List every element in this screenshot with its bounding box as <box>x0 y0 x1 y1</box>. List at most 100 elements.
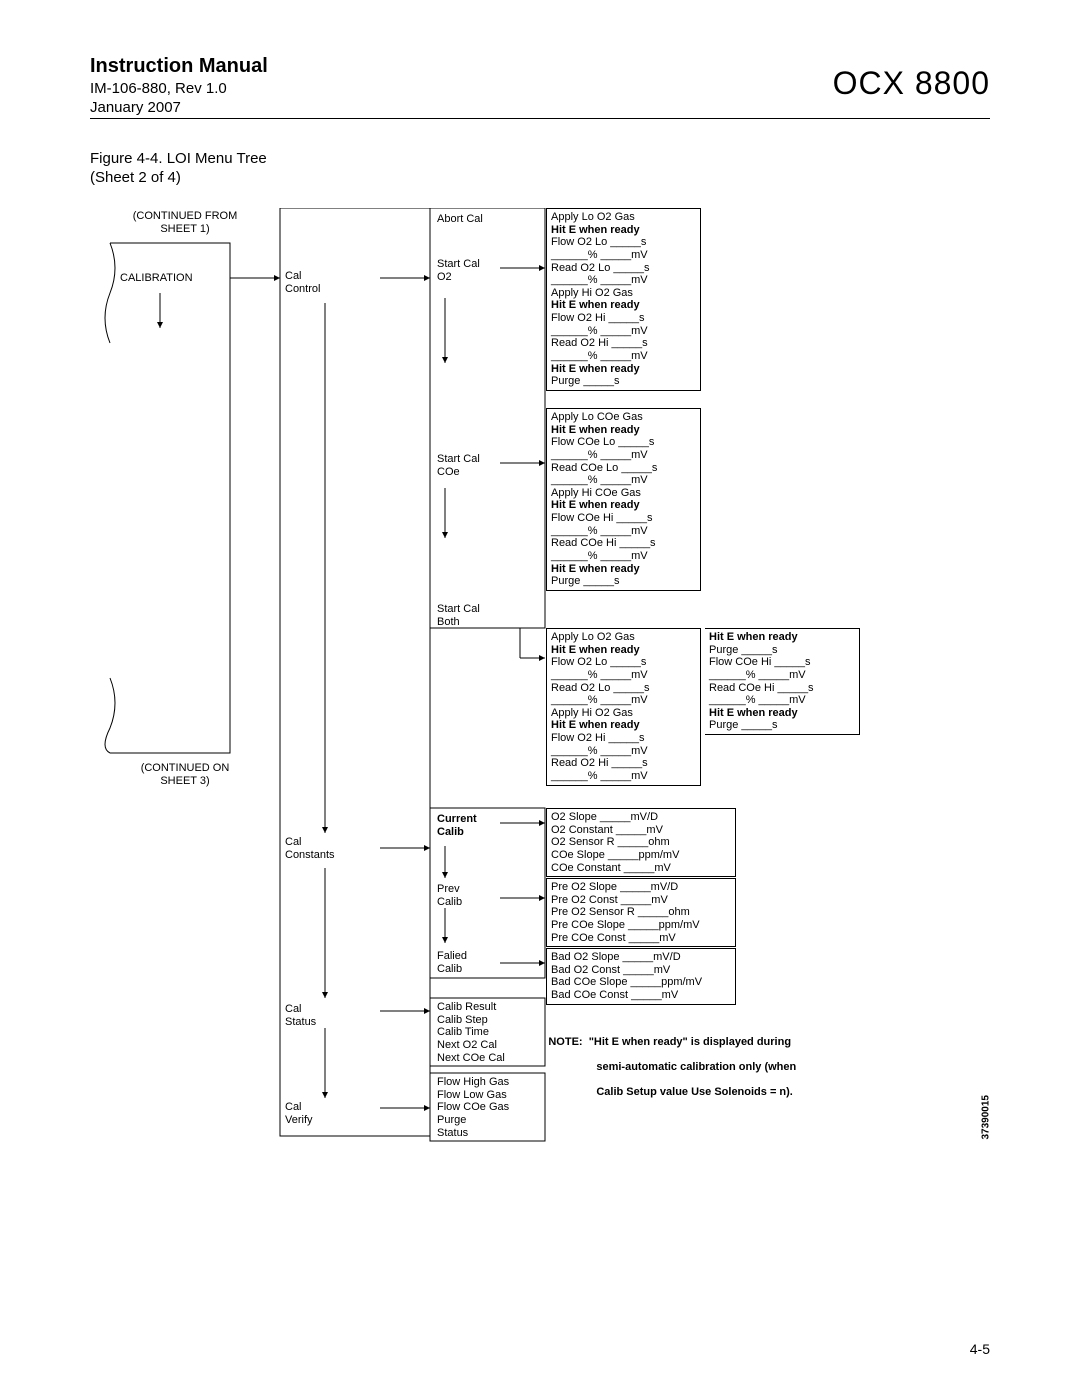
page-number: 4-5 <box>970 1341 990 1357</box>
box-both-l02: Hit E when ready <box>551 644 696 657</box>
box-both-l01: Apply Lo O2 Gas <box>551 631 696 644</box>
box-both-r06: ______% _____mV <box>709 694 855 707</box>
box-cur-l4: COe Slope _____ppm/mV <box>551 849 731 862</box>
side-code: 37390015 <box>980 1095 991 1140</box>
box-both-l08: Hit E when ready <box>551 719 696 732</box>
col3-failed-calib: Falied Calib <box>437 950 467 975</box>
col3-prev-calib: Prev Calib <box>437 883 462 908</box>
note-l2: semi-automatic calibration only (when <box>596 1061 796 1073</box>
box-both-r04: ______% _____mV <box>709 669 855 682</box>
box-coe-l12: ______% _____mV <box>551 550 696 563</box>
box-coe-l01: Apply Lo COe Gas <box>551 411 696 424</box>
box-both-l04: ______% _____mV <box>551 669 696 682</box>
box-o2-l12: ______% _____mV <box>551 350 696 363</box>
box-o2-l14: Purge _____s <box>551 375 696 388</box>
box-both-r05: Read COe Hi _____s <box>709 682 855 695</box>
header-product: OCX 8800 <box>833 65 990 102</box>
box-coe-l06: ______% _____mV <box>551 474 696 487</box>
figure-caption-l2: (Sheet 2 of 4) <box>90 169 181 186</box>
header-divider <box>90 118 990 119</box>
col3-start-cal-both: Start Cal Both <box>437 603 480 628</box>
box-both-l06: ______% _____mV <box>551 694 696 707</box>
box-both-right: Hit E when ready Purge _____s Flow COe H… <box>705 628 860 735</box>
box-both-r03: Flow COe Hi _____s <box>709 656 855 669</box>
box-prev-l4: Pre COe Slope _____ppm/mV <box>551 919 731 932</box>
note-prefix: NOTE: <box>548 1036 588 1048</box>
box-cur-l3: O2 Sensor R _____ohm <box>551 836 731 849</box>
box-both-r07: Hit E when ready <box>709 707 855 720</box>
box-prev-calib: Pre O2 Slope _____mV/D Pre O2 Const ____… <box>546 878 736 947</box>
box-o2-l11: Read O2 Hi _____s <box>551 337 696 350</box>
box-coe: Apply Lo COe Gas Hit E when ready Flow C… <box>546 408 701 591</box>
box-current-calib: O2 Slope _____mV/D O2 Constant _____mV O… <box>546 808 736 877</box>
box-coe-l13: Hit E when ready <box>551 563 696 576</box>
box-o2-l10: ______% _____mV <box>551 325 696 338</box>
box-coe-l05: Read COe Lo _____s <box>551 462 696 475</box>
box-both-r01: Hit E when ready <box>709 631 855 644</box>
box-both-r08: Purge _____s <box>709 719 855 732</box>
box-both-l10: ______% _____mV <box>551 745 696 758</box>
box-coe-l02: Hit E when ready <box>551 424 696 437</box>
box-o2-l03: Flow O2 Lo _____s <box>551 236 696 249</box>
box-coe-l09: Flow COe Hi _____s <box>551 512 696 525</box>
col2-cal-constants: Cal Constants <box>285 836 335 861</box>
box-coe-l08: Hit E when ready <box>551 499 696 512</box>
box-o2-l06: ______% _____mV <box>551 274 696 287</box>
continued-on: (CONTINUED ON SHEET 3) <box>125 762 245 787</box>
box-both-left: Apply Lo O2 Gas Hit E when ready Flow O2… <box>546 628 701 786</box>
box-cur-l5: COe Constant _____mV <box>551 862 731 875</box>
box-fail-l2: Bad O2 Const _____mV <box>551 964 731 977</box>
box-both-l03: Flow O2 Lo _____s <box>551 656 696 669</box>
box-both-r02: Purge _____s <box>709 644 855 657</box>
figure-caption: Figure 4-4. LOI Menu Tree (Sheet 2 of 4) <box>90 150 267 188</box>
note-l1: "Hit E when ready" is displayed during <box>589 1036 791 1048</box>
box-cur-l2: O2 Constant _____mV <box>551 824 731 837</box>
box-both-l11: Read O2 Hi _____s <box>551 757 696 770</box>
box-coe-l10: ______% _____mV <box>551 525 696 538</box>
box-both-l09: Flow O2 Hi _____s <box>551 732 696 745</box>
note-l3: Calib Setup value Use Solenoids = n). <box>596 1086 793 1098</box>
box-o2-l13: Hit E when ready <box>551 363 696 376</box>
box-o2-l05: Read O2 Lo _____s <box>551 262 696 275</box>
box-fail-l3: Bad COe Slope _____ppm/mV <box>551 976 731 989</box>
box-coe-l03: Flow COe Lo _____s <box>551 436 696 449</box>
box-both-l05: Read O2 Lo _____s <box>551 682 696 695</box>
box-coe-l11: Read COe Hi _____s <box>551 537 696 550</box>
box-prev-l3: Pre O2 Sensor R _____ohm <box>551 906 731 919</box>
box-o2-l07: Apply Hi O2 Gas <box>551 287 696 300</box>
col2-cal-control: Cal Control <box>285 270 320 295</box>
col3-cal-status-items: Calib Result Calib Step Calib Time Next … <box>437 1001 505 1064</box>
menu-tree-diagram: (CONTINUED FROM SHEET 1) (CONTINUED ON S… <box>90 208 990 1218</box>
box-fail-l4: Bad COe Const _____mV <box>551 989 731 1002</box>
box-both-l12: ______% _____mV <box>551 770 696 783</box>
col2-cal-verify: Cal Verify <box>285 1101 313 1126</box>
box-coe-l04: ______% _____mV <box>551 449 696 462</box>
box-o2-l09: Flow O2 Hi _____s <box>551 312 696 325</box>
header-docid: IM-106-880, Rev 1.0 <box>90 80 268 97</box>
col3-start-cal-coe: Start Cal COe <box>437 453 480 478</box>
box-failed-calib: Bad O2 Slope _____mV/D Bad O2 Const ____… <box>546 948 736 1005</box>
box-prev-l2: Pre O2 Const _____mV <box>551 894 731 907</box>
box-prev-l5: Pre COe Const _____mV <box>551 932 731 945</box>
box-o2-l08: Hit E when ready <box>551 299 696 312</box>
box-prev-l1: Pre O2 Slope _____mV/D <box>551 881 731 894</box>
box-coe-l14: Purge _____s <box>551 575 696 588</box>
box-cur-l1: O2 Slope _____mV/D <box>551 811 731 824</box>
box-o2: Apply Lo O2 Gas Hit E when ready Flow O2… <box>546 208 701 391</box>
box-o2-l01: Apply Lo O2 Gas <box>551 211 696 224</box>
continued-from: (CONTINUED FROM SHEET 1) <box>125 210 245 235</box>
box-coe-l07: Apply Hi COe Gas <box>551 487 696 500</box>
col3-cal-verify-items: Flow High Gas Flow Low Gas Flow COe Gas … <box>437 1076 509 1139</box>
header-date: January 2007 <box>90 99 268 116</box>
col2-cal-status: Cal Status <box>285 1003 316 1028</box>
box-both-l07: Apply Hi O2 Gas <box>551 707 696 720</box>
header-title: Instruction Manual <box>90 55 268 78</box>
col3-start-cal-o2: Start Cal O2 <box>437 258 480 283</box>
note: NOTE: "Hit E when ready" is displayed du… <box>530 1023 860 1111</box>
figure-caption-l1: Figure 4-4. LOI Menu Tree <box>90 150 267 167</box>
box-o2-l02: Hit E when ready <box>551 224 696 237</box>
col3-abort-cal: Abort Cal <box>437 213 483 226</box>
box-o2-l04: ______% _____mV <box>551 249 696 262</box>
col3-current-calib: Current Calib <box>437 813 477 838</box>
col1-calibration: CALIBRATION <box>120 272 193 285</box>
